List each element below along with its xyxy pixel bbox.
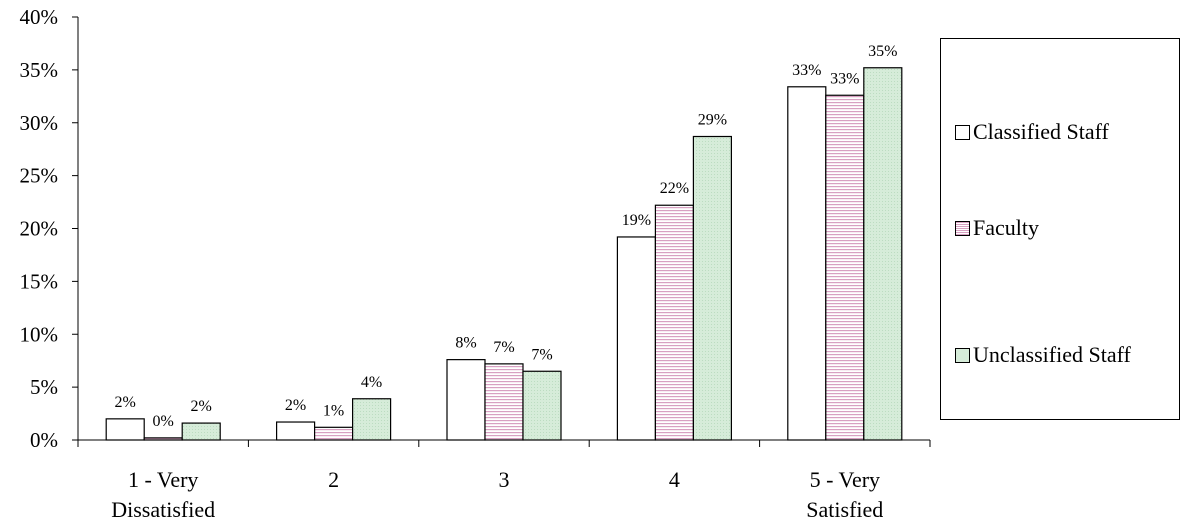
y-axis: 0% 5% 10% 15% 20% 25% 30% 35% 40% <box>20 5 79 452</box>
x-tick-label: 5 - Very Satisfied <box>806 467 883 522</box>
x-tick-label: 2 <box>328 467 339 492</box>
data-label-unclassified-staff: 4% <box>361 374 382 391</box>
bar-unclassified-staff <box>352 398 392 441</box>
data-label-classified-staff: 8% <box>455 335 476 352</box>
bar-classified-staff <box>787 86 827 441</box>
bar-unclassified-staff <box>181 422 221 441</box>
legend-label-unclassified-staff: Unclassified Staff <box>973 342 1131 367</box>
y-tick-label: 0% <box>30 428 58 452</box>
legend-item-classified-staff: Classified Staff <box>955 119 1109 145</box>
legend: Classified Staff Faculty Unclassified St… <box>940 38 1180 420</box>
data-label-classified-staff: 2% <box>285 397 306 414</box>
bar-classified-staff <box>446 359 486 441</box>
y-tick-label: 10% <box>20 322 59 346</box>
y-tick-label: 40% <box>20 5 59 29</box>
data-label-classified-staff: 19% <box>622 212 651 229</box>
legend-swatch-faculty <box>955 220 970 236</box>
y-tick-label: 5% <box>30 375 58 399</box>
legend-label-faculty: Faculty <box>973 215 1039 240</box>
data-label-classified-staff: 33% <box>792 62 821 79</box>
data-label-unclassified-staff: 2% <box>191 398 212 415</box>
bar-faculty <box>825 94 865 441</box>
data-labels: 2% 2% 8% 19% 33% 0% 1% 7% 22% 33% 2% 4% 7% 29% 35% <box>115 43 898 430</box>
data-label-unclassified-staff: 7% <box>531 346 552 363</box>
data-label-faculty: 22% <box>660 180 689 197</box>
y-tick-label: 35% <box>20 58 59 82</box>
x-tick-label: 1 - Very Dissatisfied <box>111 467 215 522</box>
data-label-unclassified-staff: 35% <box>868 43 897 60</box>
bars <box>105 67 903 441</box>
data-label-faculty: 33% <box>830 70 859 87</box>
data-label-faculty: 1% <box>323 402 344 419</box>
y-tick-label: 30% <box>20 111 59 135</box>
bar-classified-staff <box>105 418 145 441</box>
data-label-classified-staff: 2% <box>115 394 136 411</box>
bar-unclassified-staff <box>863 67 903 441</box>
x-tick-label: 3 <box>499 467 510 492</box>
x-axis: 1 - Very Dissatisfied 2 3 4 5 - Very Satisfied <box>77 439 931 522</box>
bar-faculty <box>143 437 183 441</box>
data-label-faculty: 0% <box>153 413 174 430</box>
legend-item-unclassified-staff: Unclassified Staff <box>955 342 1131 368</box>
bar-faculty <box>314 426 354 441</box>
bar-unclassified-staff <box>692 135 733 441</box>
bar-unclassified-staff <box>522 370 562 441</box>
bar-faculty <box>484 363 524 441</box>
y-tick-label: 20% <box>20 217 59 241</box>
bar-classified-staff <box>616 236 657 441</box>
x-tick-label: 4 <box>669 467 680 492</box>
data-label-unclassified-staff: 29% <box>698 111 727 128</box>
data-label-faculty: 7% <box>493 339 514 356</box>
legend-label-classified-staff: Classified Staff <box>973 119 1109 144</box>
y-tick-label: 25% <box>20 164 59 188</box>
legend-swatch-classified-staff <box>955 124 970 140</box>
bar-classified-staff <box>276 421 316 441</box>
legend-item-faculty: Faculty <box>955 215 1039 241</box>
y-tick-label: 15% <box>20 269 59 293</box>
bar-faculty <box>654 204 695 441</box>
legend-swatch-unclassified-staff <box>955 347 970 363</box>
